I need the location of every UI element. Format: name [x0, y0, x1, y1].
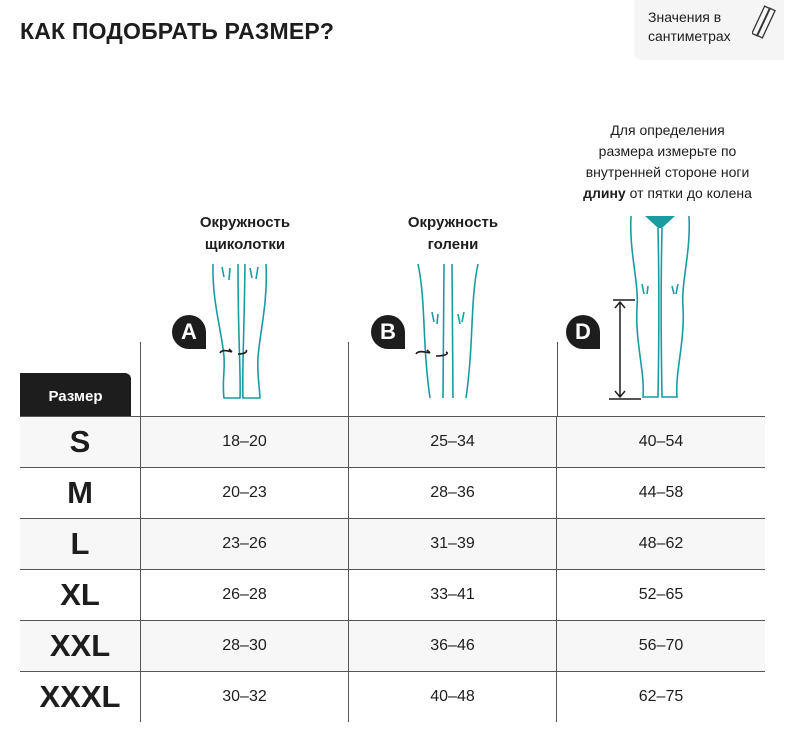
ankle-value: 18–20: [140, 417, 348, 467]
length-value: 48–62: [556, 519, 765, 569]
header-line: щиколотки: [204, 236, 286, 253]
badge-b: B: [371, 315, 405, 349]
length-value: 44–58: [556, 468, 765, 518]
note-line: длину от пятки до колена: [555, 183, 780, 204]
length-value: 52–65: [556, 570, 765, 620]
length-note: Для определения размера измерьте по внут…: [555, 120, 780, 204]
calf-value: 28–36: [348, 468, 556, 518]
column-divider: [557, 342, 558, 416]
header-line: Окружность: [199, 214, 291, 231]
length-value: 62–75: [556, 672, 765, 722]
column-header-ankle: Окружность щиколотки: [160, 212, 330, 256]
ankle-value: 28–30: [140, 621, 348, 671]
calf-value: 40–48: [348, 672, 556, 722]
column-divider: [140, 342, 141, 416]
calf-legs-illustration: [415, 263, 479, 399]
ankle-value: 30–32: [140, 672, 348, 722]
length-legs-illustration: [609, 215, 691, 400]
table-row: S 18–20 25–34 40–54: [20, 416, 765, 467]
table-row: M 20–23 28–36 44–58: [20, 467, 765, 518]
note-line: размера измерьте по: [598, 143, 737, 159]
calf-value: 25–34: [348, 417, 556, 467]
size-label: XXXL: [39, 679, 121, 714]
ankle-value: 23–26: [140, 519, 348, 569]
length-value: 56–70: [556, 621, 765, 671]
size-table: S 18–20 25–34 40–54 M 20–23 28–36 44–58 …: [20, 416, 765, 722]
units-note: Значения в сантиметрах: [634, 0, 784, 60]
calf-value: 36–46: [348, 621, 556, 671]
page-title: КАК ПОДОБРАТЬ РАЗМЕР?: [20, 18, 335, 44]
size-label: XL: [60, 577, 100, 612]
column-header-calf: Окружность голени: [368, 212, 538, 256]
note-rest: от пятки до колена: [625, 185, 752, 201]
size-label: S: [69, 424, 91, 459]
ankle-legs-illustration: [212, 263, 268, 399]
size-label: XXL: [49, 628, 111, 663]
table-row: XXL 28–30 36–46 56–70: [20, 620, 765, 671]
header-line: Окружность: [407, 214, 499, 231]
ankle-value: 20–23: [140, 468, 348, 518]
length-value: 40–54: [556, 417, 765, 467]
table-row: XL 26–28 33–41 52–65: [20, 569, 765, 620]
badge-a: A: [172, 315, 206, 349]
size-label: M: [67, 475, 93, 510]
calf-value: 33–41: [348, 570, 556, 620]
size-label: L: [70, 526, 90, 561]
calf-value: 31–39: [348, 519, 556, 569]
ruler-icon: [752, 5, 776, 39]
table-row: L 23–26 31–39 48–62: [20, 518, 765, 569]
ankle-value: 26–28: [140, 570, 348, 620]
size-column-header: Размер: [20, 373, 131, 416]
note-line: Для определения: [610, 122, 725, 138]
note-bold: длину: [583, 185, 626, 201]
table-row: XXXL 30–32 40–48 62–75: [20, 671, 765, 722]
badge-d: D: [566, 315, 600, 349]
note-line: внутренней стороне ноги: [585, 164, 750, 180]
header-line: голени: [427, 236, 479, 253]
units-line2: сантиметрах: [648, 28, 731, 44]
column-divider: [348, 342, 349, 416]
units-line1: Значения в: [648, 9, 722, 25]
